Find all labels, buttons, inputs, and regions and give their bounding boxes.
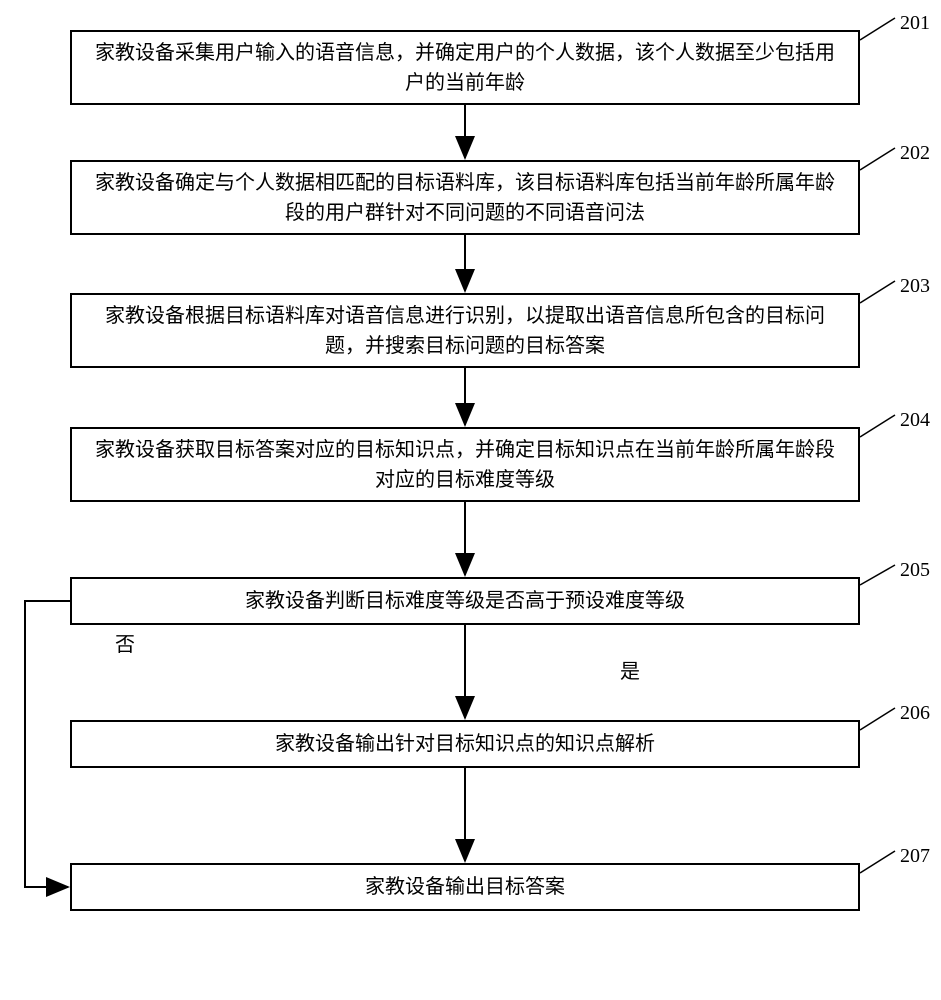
label-206: 206	[900, 702, 930, 725]
label-204: 204	[900, 409, 930, 432]
label-202: 202	[900, 142, 930, 165]
step-201-text: 家教设备采集用户输入的语音信息，并确定用户的个人数据，该个人数据至少包括用户的当…	[92, 38, 838, 98]
label-207: 207	[900, 845, 930, 868]
step-204: 家教设备获取目标答案对应的目标知识点，并确定目标知识点在当前年龄所属年龄段对应的…	[70, 427, 860, 502]
label-203: 203	[900, 275, 930, 298]
branch-yes-label: 是	[620, 655, 640, 684]
step-205-decision: 家教设备判断目标难度等级是否高于预设难度等级	[70, 577, 860, 625]
step-207-text: 家教设备输出目标答案	[365, 872, 565, 902]
step-207: 家教设备输出目标答案	[70, 863, 860, 911]
label-201: 201	[900, 12, 930, 35]
label-205: 205	[900, 559, 930, 582]
step-202-text: 家教设备确定与个人数据相匹配的目标语料库，该目标语料库包括当前年龄所属年龄段的用…	[92, 168, 838, 228]
branch-no-label: 否	[115, 628, 135, 657]
step-202: 家教设备确定与个人数据相匹配的目标语料库，该目标语料库包括当前年龄所属年龄段的用…	[70, 160, 860, 235]
step-205-text: 家教设备判断目标难度等级是否高于预设难度等级	[245, 586, 685, 616]
step-206-text: 家教设备输出针对目标知识点的知识点解析	[275, 729, 655, 759]
step-203: 家教设备根据目标语料库对语音信息进行识别，以提取出语音信息所包含的目标问题，并搜…	[70, 293, 860, 368]
step-203-text: 家教设备根据目标语料库对语音信息进行识别，以提取出语音信息所包含的目标问题，并搜…	[92, 301, 838, 361]
step-201: 家教设备采集用户输入的语音信息，并确定用户的个人数据，该个人数据至少包括用户的当…	[70, 30, 860, 105]
step-204-text: 家教设备获取目标答案对应的目标知识点，并确定目标知识点在当前年龄所属年龄段对应的…	[92, 435, 838, 495]
step-206: 家教设备输出针对目标知识点的知识点解析	[70, 720, 860, 768]
